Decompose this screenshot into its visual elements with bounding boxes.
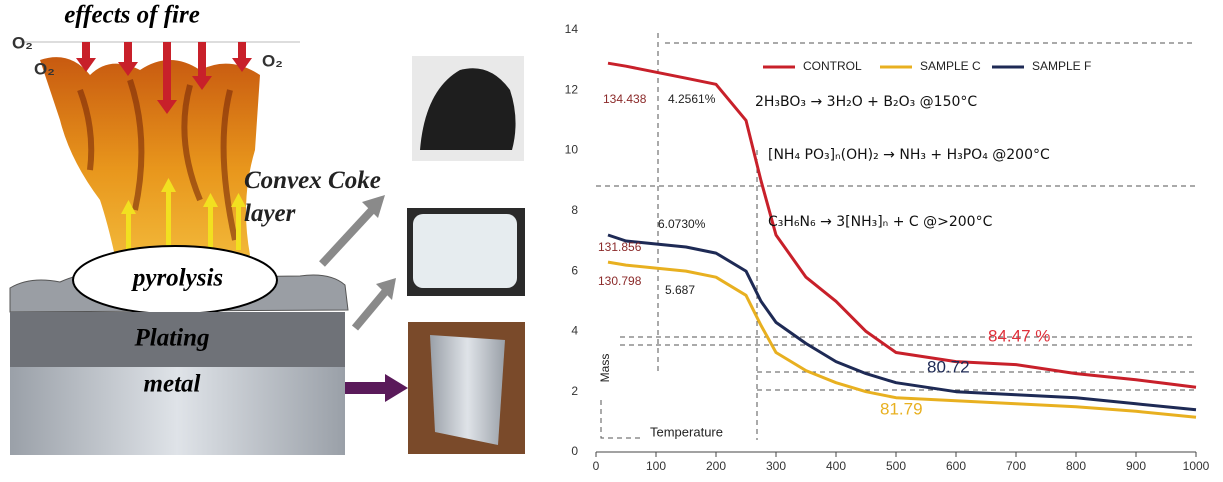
annotation: 84.47 % xyxy=(988,326,1050,345)
plating-label: Plating xyxy=(133,325,209,352)
legend-label: CONTROL xyxy=(803,59,862,73)
annotation: Temperature xyxy=(650,424,723,439)
x-tick-label: 1000 xyxy=(1183,459,1210,473)
x-tick-label: 300 xyxy=(766,459,786,473)
coke-label: Convex Coke layer xyxy=(244,164,434,230)
y-tick-label: 2 xyxy=(571,384,578,398)
x-tick-label: 800 xyxy=(1066,459,1086,473)
x-tick-label: 400 xyxy=(826,459,846,473)
y-tick-label: 6 xyxy=(571,263,578,277)
x-tick-label: 500 xyxy=(886,459,906,473)
annotation: Mass xyxy=(598,354,612,383)
annotation: 2H₃BO₃ → 3H₂O + B₂O₃ @150°C xyxy=(755,94,977,110)
annotation: 6.0730% xyxy=(658,217,706,231)
diagram-title: effects of fire xyxy=(64,2,200,29)
x-tick-label: 100 xyxy=(646,459,666,473)
metal-sample xyxy=(430,335,505,445)
pyrolysis-label: pyrolysis xyxy=(131,265,223,292)
x-tick-label: 900 xyxy=(1126,459,1146,473)
annotation: 130.798 xyxy=(598,274,642,288)
y-tick-label: 4 xyxy=(571,324,578,338)
coke-label-box: Convex Coke layer xyxy=(244,164,434,244)
annotation: [NH₄ PO₃]ₙ(OH)₂ → NH₃ + H₃PO₄ @200°C xyxy=(768,147,1050,163)
figure: effects of fire O₂ O₂ O₂ Convex Coke lay… xyxy=(0,0,1223,477)
oxygen-label: O₂ xyxy=(12,33,33,52)
y-tick-label: 12 xyxy=(565,82,579,96)
y-tick-label: 10 xyxy=(565,143,579,157)
x-tick-label: 600 xyxy=(946,459,966,473)
oxygen-label: O₂ xyxy=(34,59,55,78)
annotation: 134.438 xyxy=(603,92,647,106)
y-tick-label: 14 xyxy=(565,22,579,36)
x-tick-label: 700 xyxy=(1006,459,1026,473)
series-line xyxy=(608,235,1196,410)
y-tick-label: 8 xyxy=(571,203,578,217)
annotation: 4.2561% xyxy=(668,92,716,106)
legend-label: SAMPLE F xyxy=(1032,59,1091,73)
annotation: 81.79 xyxy=(880,399,923,418)
x-tick-label: 0 xyxy=(593,459,600,473)
annotation: C₃H₆N₆ → 3[NH₃]ₙ + C @>200°C xyxy=(768,214,993,230)
fire-diagram: effects of fire O₂ O₂ O₂ Convex Coke lay… xyxy=(10,2,525,455)
series-line xyxy=(608,262,1196,417)
metal-label: metal xyxy=(144,371,201,398)
legend-label: SAMPLE C xyxy=(920,59,981,73)
page: effects of fire O₂ O₂ O₂ Convex Coke lay… xyxy=(0,0,1223,482)
char-sample xyxy=(413,214,517,288)
x-tick-label: 200 xyxy=(706,459,726,473)
annotation: 131.856 xyxy=(598,240,642,254)
annotation: 5.687 xyxy=(665,283,695,297)
photos xyxy=(407,56,525,454)
annotation: 80.72 xyxy=(927,357,970,376)
oxygen-label: O₂ xyxy=(262,51,283,70)
y-tick-label: 0 xyxy=(571,444,578,458)
